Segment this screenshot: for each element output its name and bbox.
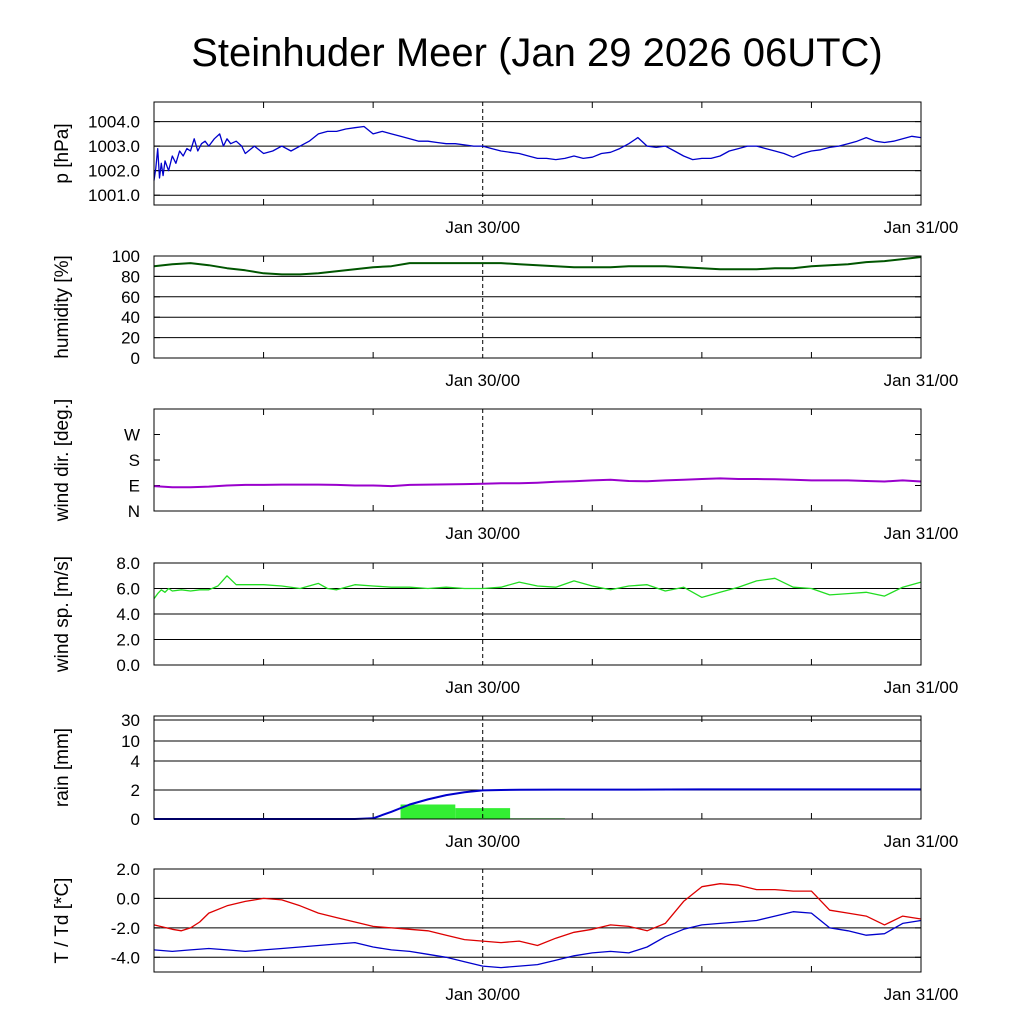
y-tick-label: -2.0 bbox=[111, 919, 140, 938]
y-tick-label: 60 bbox=[121, 288, 140, 307]
series-t bbox=[153, 883, 922, 947]
y-tick-label: 1003.0 bbox=[88, 137, 140, 156]
plot-frame bbox=[153, 715, 922, 820]
y-tick-label: 4.0 bbox=[116, 605, 140, 624]
plot-frame bbox=[153, 408, 922, 512]
y-tick-label: E bbox=[129, 477, 140, 496]
y-tick-label: 30 bbox=[121, 711, 140, 730]
rain-bar bbox=[455, 808, 511, 819]
plot-frame bbox=[153, 101, 922, 206]
y-axis-label: rain [mm] bbox=[52, 728, 73, 807]
plot-frame bbox=[153, 562, 922, 666]
y-tick-label: 20 bbox=[121, 329, 140, 348]
chart-title: Steinhuder Meer (Jan 29 2026 06UTC) bbox=[191, 31, 882, 75]
y-tick-label: 2.0 bbox=[116, 631, 140, 650]
series-p bbox=[153, 125, 922, 181]
y-tick-label: 80 bbox=[121, 267, 140, 286]
x-tick-label: Jan 31/00 bbox=[884, 524, 959, 543]
panel-wind-speed: 0.0 2.0 4.0 6.0 8.0 wind sp. [m/s] Jan 30/00 Ja… bbox=[52, 554, 958, 697]
series-td bbox=[153, 911, 922, 969]
y-tick-label: N bbox=[128, 502, 140, 521]
y-tick-label: 10 bbox=[121, 732, 140, 751]
x-tick-label: Jan 31/00 bbox=[884, 985, 959, 1004]
x-tick-label: Jan 31/00 bbox=[884, 678, 959, 697]
y-tick-label: 2 bbox=[131, 781, 140, 800]
y-axis-label: T / Td [*C] bbox=[52, 878, 73, 964]
panel-rain: 0 2 410 30 rain [mm] Jan 30/00 Jan 31/00 bbox=[52, 711, 958, 851]
plot-frame bbox=[153, 255, 922, 359]
y-tick-label: 2.0 bbox=[116, 860, 140, 879]
x-tick-label: Jan 31/00 bbox=[884, 832, 959, 851]
y-axis-label: humidity [%] bbox=[52, 255, 73, 358]
x-tick-label: Jan 31/00 bbox=[884, 218, 959, 237]
y-tick-label: 8.0 bbox=[116, 554, 140, 573]
y-tick-label: 100 bbox=[112, 247, 140, 266]
y-axis-label: wind sp. [m/s] bbox=[52, 556, 73, 673]
y-tick-label: -4.0 bbox=[111, 948, 140, 967]
x-tick-label: Jan 30/00 bbox=[445, 985, 520, 1004]
y-tick-label: 6.0 bbox=[116, 580, 140, 599]
y-axis-label: wind dir. [deg.] bbox=[52, 399, 73, 523]
x-tick-label: Jan 31/00 bbox=[884, 371, 959, 390]
x-tick-label: Jan 30/00 bbox=[445, 524, 520, 543]
series-humidity bbox=[153, 256, 922, 276]
y-tick-label: 1004.0 bbox=[88, 113, 140, 132]
plot-frame bbox=[153, 868, 922, 973]
x-tick-label: Jan 30/00 bbox=[445, 832, 520, 851]
y-tick-label: 0.0 bbox=[116, 889, 140, 908]
y-tick-label: 1002.0 bbox=[88, 162, 140, 181]
series-wind-direction bbox=[153, 477, 922, 489]
x-tick-label: Jan 30/00 bbox=[445, 371, 520, 390]
panel-pressure: 1001.0 1002.0 1003.0 1004.0 p [hPa] Jan 30/00… bbox=[52, 101, 959, 237]
y-tick-label: 0 bbox=[131, 810, 140, 829]
y-tick-label: 0.0 bbox=[116, 656, 140, 675]
series-wind-speed bbox=[153, 575, 922, 600]
y-tick-label: W bbox=[124, 426, 140, 445]
x-tick-label: Jan 30/00 bbox=[445, 218, 520, 237]
x-tick-label: Jan 30/00 bbox=[445, 678, 520, 697]
y-tick-label: 40 bbox=[121, 308, 140, 327]
rain-bar bbox=[400, 804, 456, 819]
y-tick-label: 4 bbox=[131, 752, 140, 771]
y-tick-label: 1001.0 bbox=[88, 186, 140, 205]
y-tick-label: 0 bbox=[131, 349, 140, 368]
y-axis-label: p [hPa] bbox=[52, 123, 73, 183]
panel-temperature: -4.0 -2.0 0.0 2.0 T / Td [*C] Jan 30/00 Jan 31… bbox=[52, 860, 958, 1004]
y-tick-label: S bbox=[129, 451, 140, 470]
